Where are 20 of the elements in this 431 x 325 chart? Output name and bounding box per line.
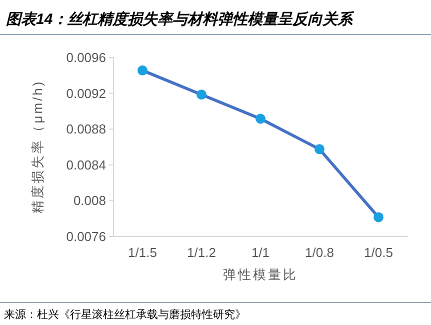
y-tick-label: 0.0092 <box>66 86 106 101</box>
point <box>256 114 266 124</box>
point <box>196 90 206 100</box>
y-tick-label: 0.0088 <box>66 122 106 137</box>
y-axis-title: 精度损失率（μm/h) <box>30 80 45 214</box>
source-note: 来源：杜兴《行星滚柱丝杠承载与磨损特性研究》 <box>4 308 246 321</box>
y-tick-label: 0.0076 <box>66 229 106 244</box>
x-axis-title: 弹性模量比 <box>223 267 298 282</box>
x-tick-label: 1/0.8 <box>305 245 334 260</box>
x-tick-label: 1/1.2 <box>187 245 216 260</box>
y-tick-label: 0.0096 <box>66 50 106 65</box>
point <box>374 212 384 222</box>
point <box>138 65 148 76</box>
point <box>314 144 324 154</box>
y-tick-label: 0.0084 <box>66 157 106 172</box>
x-tick-label: 1/0.5 <box>364 245 393 260</box>
y-tick-label: 0.008 <box>73 193 106 208</box>
x-tick-label: 1/1.5 <box>128 245 157 260</box>
chart-title: 图表14：丝杠精度损失率与材料弹性模量呈反向关系 <box>6 10 355 28</box>
x-tick-label: 1/1 <box>251 245 270 260</box>
